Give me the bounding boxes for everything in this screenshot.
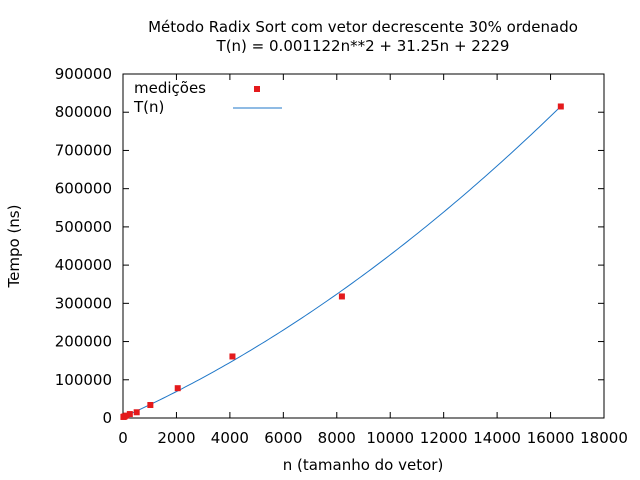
x-tick-label: 12000: [420, 429, 468, 447]
legend-label-points: medições: [134, 79, 206, 97]
data-point: [133, 409, 140, 416]
chart-subtitle: T(n) = 0.001122n**2 + 31.25n + 2229: [216, 37, 510, 55]
legend-label-line: T(n): [133, 98, 164, 116]
x-axis-label: n (tamanho do vetor): [283, 456, 444, 474]
y-tick-label: 500000: [55, 218, 112, 236]
y-tick-label: 800000: [55, 103, 112, 121]
y-tick-label: 0: [102, 409, 112, 427]
legend: medições T(n): [133, 79, 282, 116]
chart-title: Método Radix Sort com vetor decrescente …: [148, 18, 578, 36]
x-tick-label: 2000: [157, 429, 195, 447]
fit-line-series: [122, 105, 562, 418]
data-point: [174, 385, 181, 392]
x-tick-label: 18000: [580, 429, 628, 447]
x-tick-label: 14000: [473, 429, 521, 447]
x-tick-label: 6000: [264, 429, 302, 447]
data-point: [557, 103, 564, 110]
x-tick-label: 0: [118, 429, 128, 447]
data-point: [147, 402, 154, 409]
y-axis: 0 100000 200000 300000 400000 500000 600000 700…: [55, 65, 604, 427]
y-tick-label: 600000: [55, 180, 112, 198]
plot-frame: [122, 73, 605, 419]
y-tick-label: 700000: [55, 141, 112, 159]
y-axis-label: Tempo (ns): [5, 205, 23, 289]
data-point: [123, 412, 130, 419]
x-tick-label: 16000: [527, 429, 575, 447]
x-tick-label: 4000: [211, 429, 249, 447]
y-tick-label: 200000: [55, 333, 112, 351]
data-point: [229, 353, 236, 360]
y-tick-label: 900000: [55, 65, 112, 83]
y-tick-label: 100000: [55, 371, 112, 389]
data-point: [338, 293, 345, 300]
y-tick-label: 400000: [55, 256, 112, 274]
x-tick-label: 8000: [318, 429, 356, 447]
fit-line: [122, 105, 562, 418]
data-point: [126, 411, 133, 418]
legend-marker-points: [254, 86, 260, 92]
measurement-series: [120, 103, 564, 420]
x-tick-label: 10000: [366, 429, 414, 447]
x-axis: 0 2000 4000 6000 8000 10000 12000 14000 16000 180…: [118, 74, 628, 447]
y-tick-label: 300000: [55, 294, 112, 312]
